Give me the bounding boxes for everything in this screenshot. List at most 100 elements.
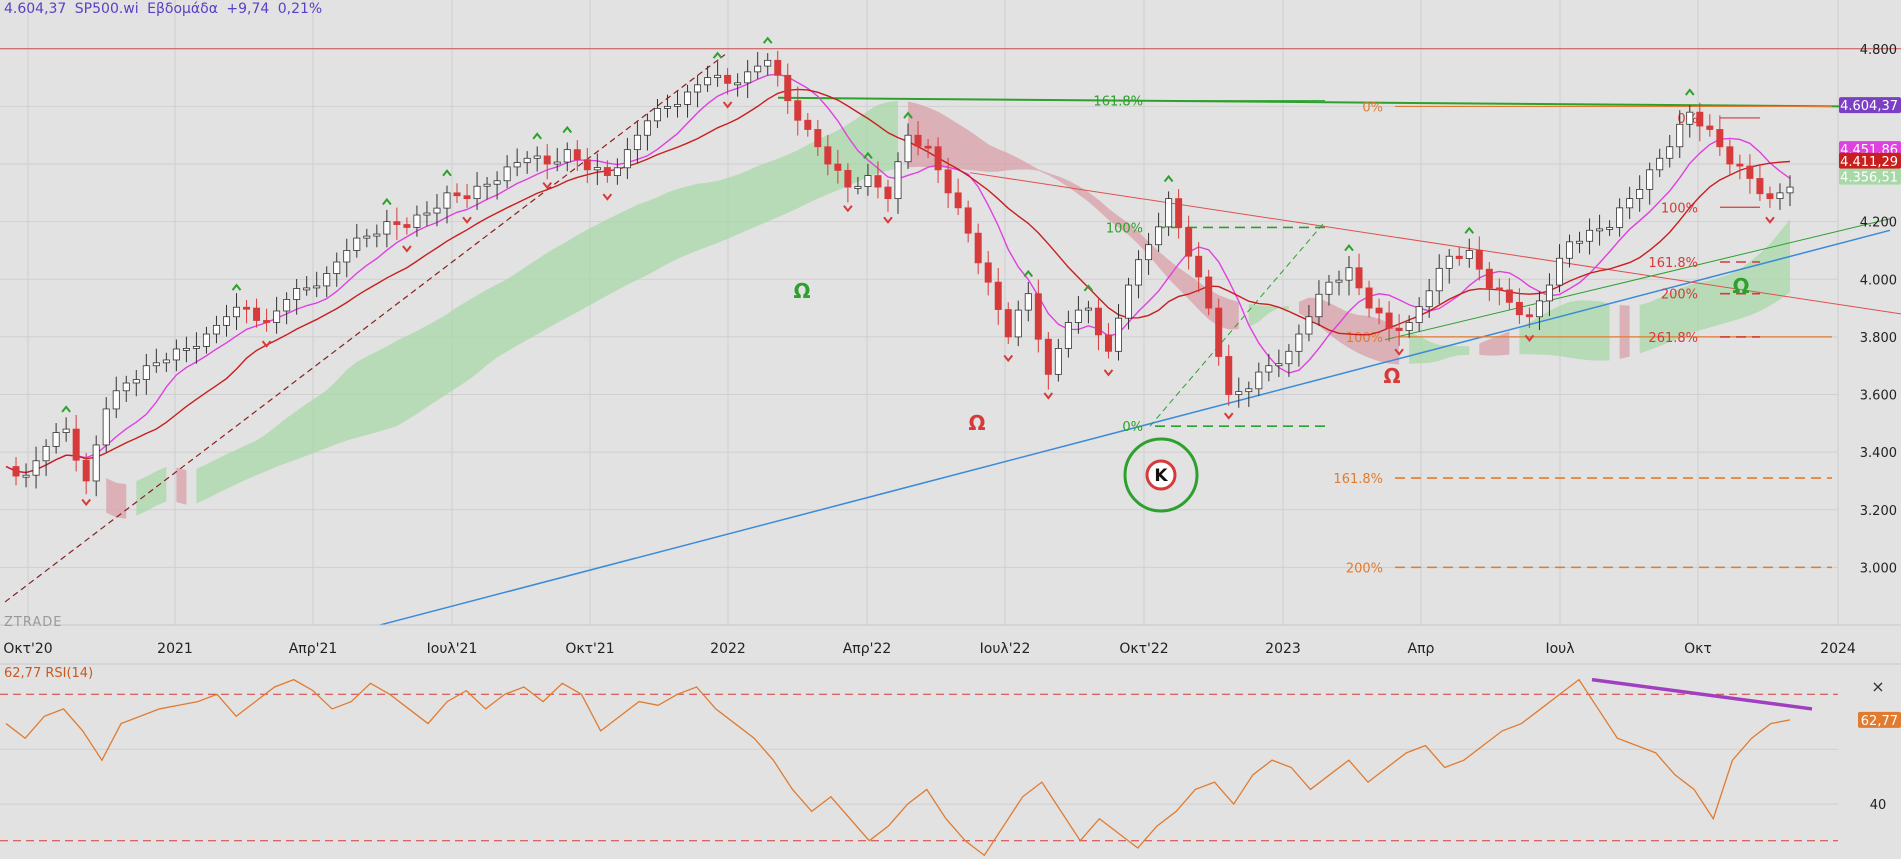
pivot-low-marker	[843, 205, 853, 213]
omega-annotation: Ω	[1383, 364, 1400, 388]
header-period: Εβδομάδα	[147, 1, 218, 17]
header-change: +9,74	[226, 1, 269, 17]
candle-bear	[794, 100, 802, 121]
candle-bull	[212, 324, 220, 335]
candle-bear	[1385, 312, 1393, 329]
pivot-low-marker	[542, 182, 552, 190]
omega-annotation: Ω	[968, 411, 985, 435]
candle-bull	[1084, 307, 1092, 311]
candle-bear	[1475, 250, 1483, 270]
candle-bear	[253, 307, 261, 321]
candle-bull	[192, 346, 200, 349]
fib-level-label: 161.8%	[1648, 256, 1698, 271]
candle-bull	[1576, 240, 1584, 244]
omega-annotation: Ω	[1732, 274, 1749, 298]
candle-bull	[563, 149, 571, 163]
cloud-bull	[196, 100, 898, 504]
rsi-divergence-line	[1591, 677, 1813, 711]
candle-bull	[694, 84, 702, 93]
pivot-high-marker	[1163, 174, 1174, 183]
pivot-high-marker	[1684, 88, 1695, 96]
time-tick-label: Ιουλ'22	[980, 641, 1031, 657]
candle-bull	[233, 306, 241, 318]
price-badge	[1839, 97, 1901, 114]
pivot-high-marker	[1023, 269, 1034, 278]
candle-bull	[663, 106, 671, 109]
candle-bull	[1656, 157, 1664, 171]
candle-bull	[1265, 365, 1273, 373]
k-circle-outer	[1123, 437, 1199, 513]
candle-bear	[243, 306, 251, 310]
fib-base-dashed	[1149, 221, 1326, 427]
candle-bear	[72, 428, 80, 461]
candle-bull	[112, 390, 120, 410]
rsi-line	[5, 678, 1791, 857]
candle-bear	[1034, 293, 1042, 340]
candle-bull	[1135, 259, 1143, 286]
candle-bull	[1235, 391, 1243, 395]
candle-bull	[343, 250, 351, 263]
pivot-low-marker	[402, 245, 412, 253]
time-tick-label: 2021	[157, 641, 193, 657]
candle-bear	[393, 221, 401, 225]
candle-bull	[363, 235, 371, 239]
candle-bear	[1746, 165, 1754, 179]
candle-bull	[283, 299, 291, 312]
candle-bear	[884, 186, 892, 200]
candle-bear	[463, 195, 471, 200]
candle-bear	[1375, 307, 1383, 314]
candle-bull	[1024, 293, 1032, 311]
cloud-bull	[1248, 303, 1289, 327]
fib-level-label: 161.8%	[1333, 472, 1383, 487]
candle-bull	[734, 82, 742, 86]
candle-bear	[1726, 146, 1734, 165]
cloud-bear	[106, 478, 127, 519]
pivot-high-marker	[1344, 243, 1354, 252]
candle-bull	[353, 237, 361, 251]
time-tick-label: 2024	[1820, 641, 1856, 657]
candle-bull	[1275, 363, 1283, 367]
candle-bear	[834, 163, 842, 171]
candle-bull	[1425, 290, 1433, 308]
cloud-bull	[1519, 300, 1610, 361]
pivot-low-marker	[1394, 348, 1404, 356]
price-tick-label: 3.000	[1860, 561, 1897, 576]
candle-bear	[1716, 129, 1724, 148]
candle-bull	[894, 161, 902, 200]
candle-bear	[934, 146, 942, 171]
candle-bull	[1305, 316, 1313, 335]
rsi-title: 62,77 RSI(14)	[4, 666, 93, 681]
pivot-high-marker	[442, 169, 452, 177]
candle-bull	[142, 365, 150, 380]
pivot-high-marker	[863, 151, 873, 160]
time-axis[interactable]: Οκτ'20 2021 Απρ'21 Ιουλ'21 Οκτ'21 2022 Απρ'22 Ι…	[0, 624, 1901, 657]
time-tick-label: Απρ	[1408, 641, 1435, 657]
time-tick-label: Οκτ'21	[565, 641, 614, 657]
rsi-pane[interactable]: 62,77 RSI(14) 40 62,77 ×	[0, 663, 1901, 857]
candle-bull	[503, 166, 511, 182]
candle-bull	[1465, 250, 1473, 259]
candle-bull	[383, 221, 391, 235]
rsi-close-button[interactable]: ×	[1871, 677, 1884, 696]
candle-bull	[623, 149, 631, 169]
candle-bull	[1064, 322, 1072, 349]
pivot-low-marker	[883, 216, 893, 224]
candle-bull	[1616, 207, 1624, 228]
pivot-low-marker	[722, 101, 733, 109]
candle-bull	[373, 233, 381, 237]
fibonacci-levels: 200%161.8%100%0%0%100%161.8%200%0%100%16…	[1093, 0, 1832, 576]
candle-bear	[994, 281, 1002, 310]
trend-line-red	[969, 172, 1901, 315]
price-badge-label: 4.411,29	[1840, 155, 1898, 170]
pivot-high-marker	[562, 125, 573, 134]
candle-bear	[1215, 307, 1223, 357]
pivot-low-marker	[261, 340, 272, 348]
candle-bull	[443, 192, 451, 209]
candle-bear	[944, 169, 952, 194]
trend-line-dashed	[4, 54, 726, 603]
price-axis[interactable]: 4.8004.6004.4004.2004.0003.8003.6003.400…	[1839, 43, 1901, 577]
candle-bear	[1515, 301, 1523, 316]
candle-bear	[1225, 356, 1233, 395]
candle-bull	[1145, 244, 1153, 261]
